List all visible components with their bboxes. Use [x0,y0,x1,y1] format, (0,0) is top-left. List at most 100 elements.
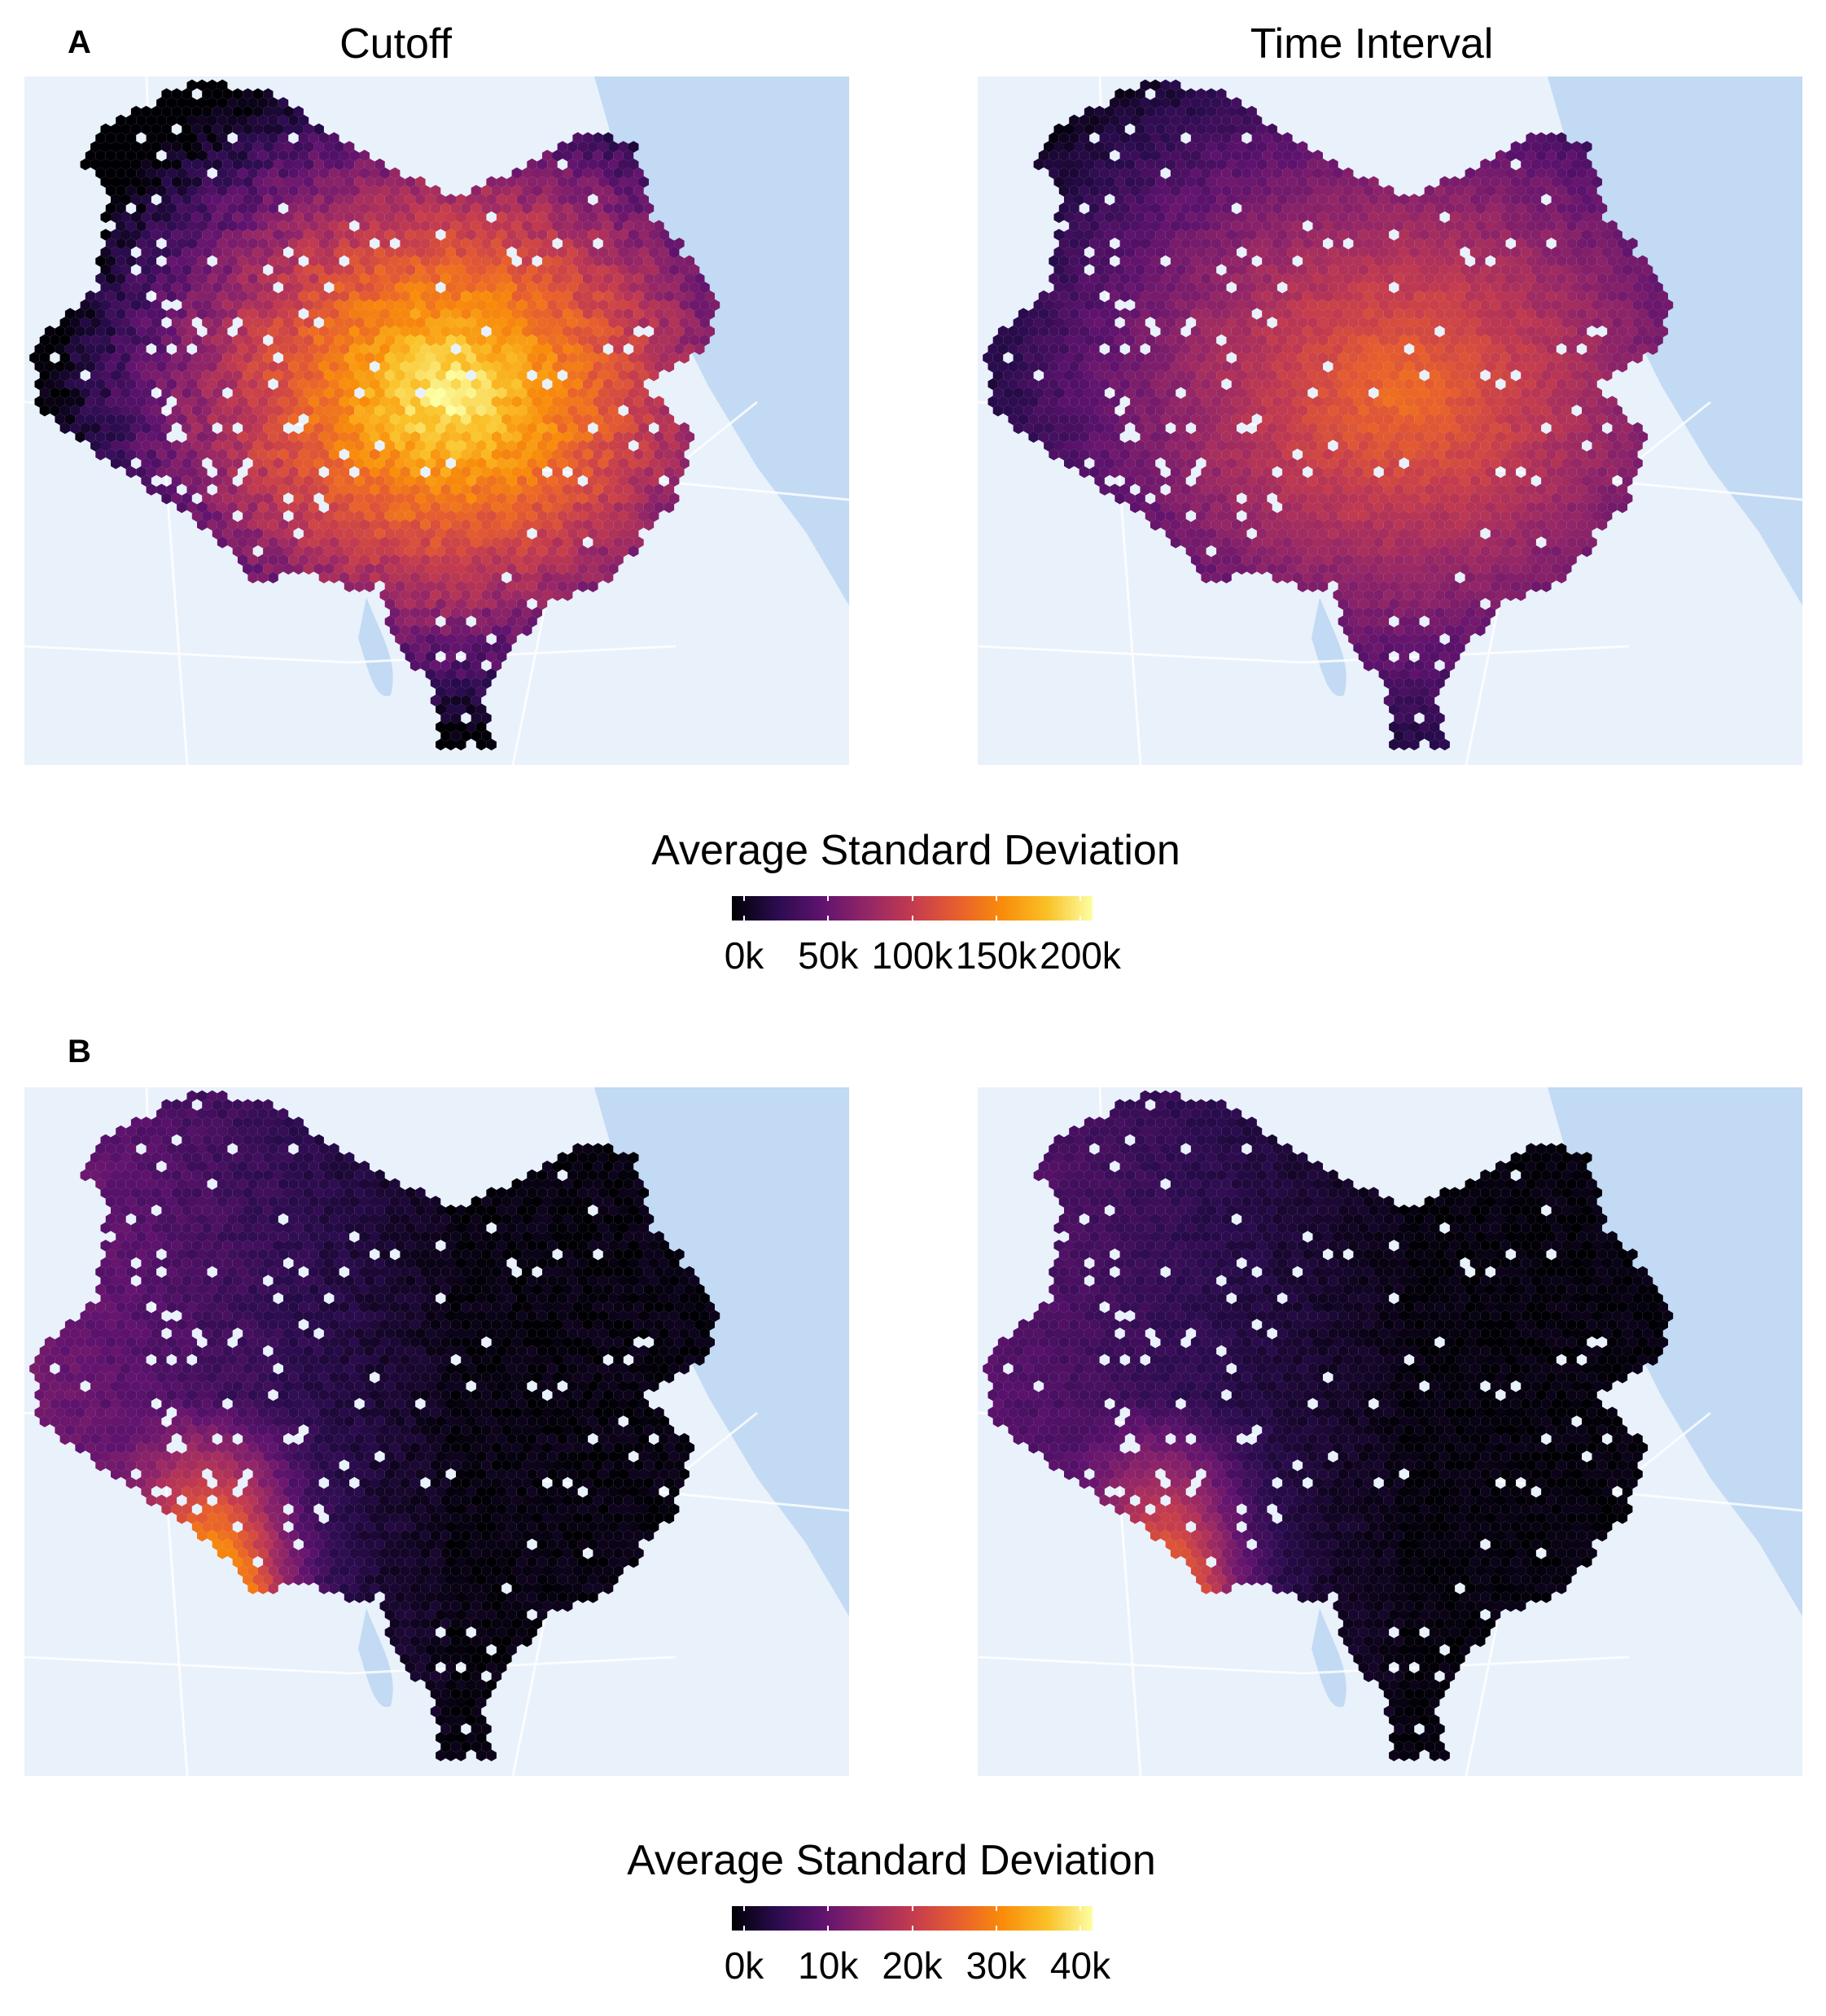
hex-cell [405,194,416,206]
hex-cell [243,509,253,523]
hex-cell [344,264,355,276]
hex-cell [552,220,563,232]
hex-cell [1429,246,1440,259]
hex-cell [1221,308,1232,320]
hex-cell [563,431,573,443]
hex-cell [370,501,380,514]
hex-cell [1018,343,1029,355]
hex-cell [1297,264,1308,276]
hex-cell [374,282,385,294]
hex-cell [359,501,370,514]
hex-cell [1409,211,1420,223]
hex-cell [111,370,121,382]
hex-cell [466,474,476,487]
hex-cell [496,370,507,382]
hex-cell [618,439,628,452]
hex-cell [177,396,187,408]
hex-cell [1201,167,1211,179]
hex-cell [456,299,466,311]
hex-cell [532,448,542,461]
hex-cell [370,518,380,531]
hex-cell [1119,238,1131,250]
hex-cell [217,255,228,267]
hex-cell [323,562,335,575]
hex-cell [268,326,278,338]
hex-cell [212,158,223,171]
hex-cell [643,255,655,267]
hex-cell [1206,194,1217,206]
hex-cell [1480,211,1491,223]
hex-cell [1394,202,1404,215]
hex-cell [1185,334,1197,347]
hex-cell [1251,238,1263,250]
hex-cell [1576,167,1587,179]
hex-cell [598,545,609,558]
hex-cell [436,562,446,575]
hex-cell [461,536,471,549]
hex-cell [593,326,603,338]
hex-cell [1530,282,1542,294]
hex-cell [608,264,619,276]
hex-cell [496,545,507,558]
hex-cell [436,474,446,487]
hex-cell [572,536,583,549]
hex-cell [1389,194,1399,206]
hex-cell [475,229,487,241]
hex-cell [339,273,350,285]
hex-cell [1429,317,1440,329]
hex-cell [1124,141,1136,153]
hex-cell [602,290,614,303]
hex-cell [227,273,238,285]
hex-cell [563,448,573,461]
hex-cell [237,518,248,531]
hex-cell [516,352,528,364]
hex-cell [1064,405,1075,417]
hex-cell [1282,167,1293,179]
hex-cell [475,668,487,680]
hex-cell [582,343,593,355]
hex-cell [1160,326,1171,338]
hex-cell [633,167,644,179]
hex-cell [633,396,644,408]
hex-cell [450,553,462,566]
hex-cell [1282,255,1293,267]
hex-cell [1607,290,1618,303]
hex-cell [1546,413,1557,426]
title-time-interval: Time Interval [1250,20,1494,68]
hex-cell [1053,422,1064,435]
hex-cell [450,273,462,285]
hex-cell [59,422,71,435]
hex-cell [613,448,624,461]
hex-cell [1160,238,1171,250]
hex-cell [263,106,274,118]
hex-cell [1145,299,1156,311]
hex-cell [572,553,583,566]
hex-cell [516,299,528,311]
hex-cell [171,405,182,417]
hex-cell [1292,290,1303,303]
hex-cell [1424,220,1435,232]
hex-cell [1124,229,1136,241]
hex-cell [1535,202,1547,215]
hex-cell [628,334,639,347]
hex-cell [456,405,466,417]
hex-cell [278,361,289,373]
hex-cell [532,326,542,338]
hex-cell [141,123,151,135]
hex-cell [1622,246,1633,259]
hex-cell [1180,273,1191,285]
hex-cell [161,123,172,135]
hex-cell [1535,185,1547,197]
hex-cell [649,246,659,259]
hex-cell [582,466,593,479]
hex-cell [563,361,573,373]
hex-cell [1094,106,1105,118]
hex-cell [177,255,187,267]
hex-cell [496,405,507,417]
hex-cell [217,238,228,250]
hex-cell [613,483,624,496]
hex-cell [552,255,563,267]
hex-cell [552,185,563,197]
hex-cell [1333,413,1343,426]
hex-cell [1079,378,1090,391]
